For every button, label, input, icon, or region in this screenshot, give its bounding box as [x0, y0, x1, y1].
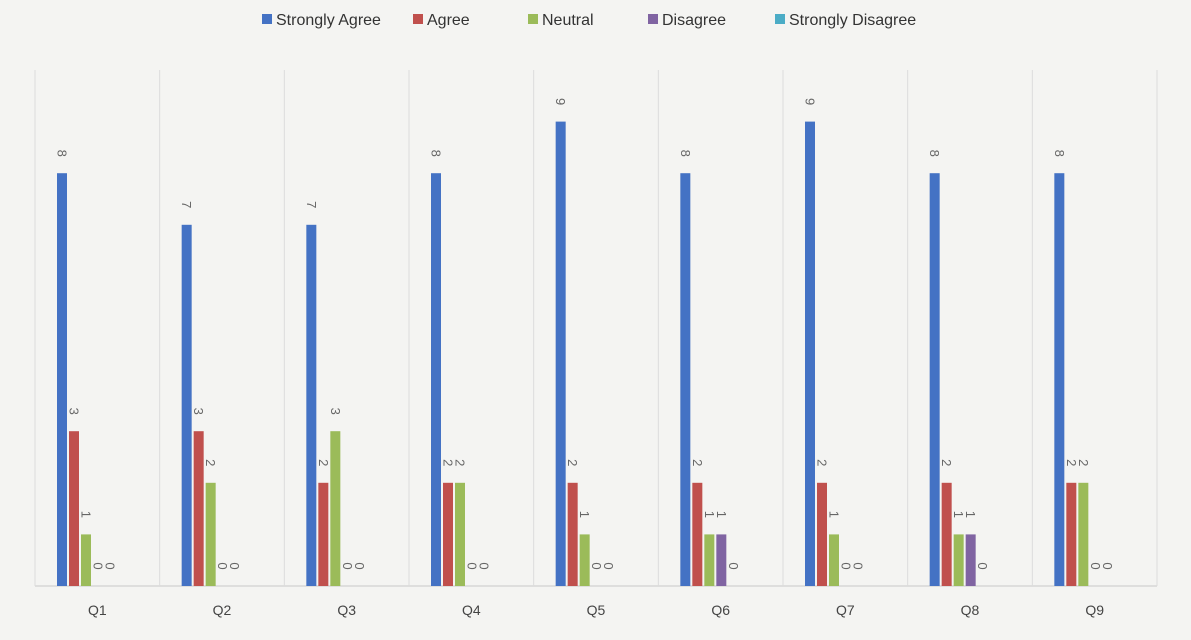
bar: [805, 121, 815, 586]
data-label: 0: [227, 562, 242, 569]
data-label: 1: [702, 511, 717, 518]
bar: [306, 224, 317, 587]
data-label: 9: [803, 98, 818, 105]
data-label: 0: [465, 562, 480, 569]
data-label: 0: [839, 562, 854, 569]
data-label: 0: [477, 562, 492, 569]
bar: [567, 482, 578, 586]
data-label: 3: [67, 408, 82, 415]
legend-swatch: [528, 14, 538, 24]
data-label: 1: [951, 511, 966, 518]
data-label: 1: [714, 511, 729, 518]
bar: [555, 121, 566, 586]
x-tick-label: Q2: [213, 602, 232, 618]
bar: [431, 173, 441, 586]
data-label: 2: [939, 459, 954, 466]
x-tick-label: Q6: [711, 602, 730, 618]
bars: [57, 121, 1089, 587]
data-label: 0: [352, 562, 367, 569]
data-label: 2: [316, 459, 331, 466]
data-label: 0: [601, 562, 616, 569]
bar: [69, 431, 79, 586]
data-label: 0: [1100, 562, 1115, 569]
data-label: 2: [1064, 459, 1079, 466]
data-label: 0: [91, 562, 106, 569]
x-tick-label: Q7: [836, 602, 855, 618]
data-label: 1: [827, 511, 842, 518]
data-label: 2: [203, 459, 218, 466]
data-label: 9: [553, 98, 568, 105]
data-label: 2: [815, 459, 830, 466]
bar: [318, 482, 329, 586]
data-label: 0: [589, 562, 604, 569]
bar: [1054, 173, 1065, 586]
data-label: 7: [179, 201, 194, 208]
data-label: 7: [304, 201, 319, 208]
data-label: 3: [191, 408, 206, 415]
bar: [443, 482, 453, 586]
bar: [716, 534, 727, 586]
legend-swatch: [775, 14, 785, 24]
bar: [929, 173, 940, 586]
bar: [680, 173, 691, 586]
data-label: 0: [975, 562, 990, 569]
data-label: 8: [1052, 150, 1067, 157]
bar: [205, 482, 216, 586]
bar: [941, 482, 952, 586]
legend-label: Strongly Agree: [276, 12, 381, 29]
bar: [1078, 482, 1089, 586]
bar: [81, 534, 91, 586]
legend-label: Strongly Disagree: [789, 12, 916, 29]
data-label: 2: [1076, 459, 1091, 466]
x-tick-label: Q4: [462, 602, 481, 618]
bar: [817, 482, 827, 586]
bar: [579, 534, 590, 586]
data-label: 8: [927, 150, 942, 157]
data-label: 2: [690, 459, 705, 466]
bar: [953, 534, 964, 586]
data-labels: 8310073200723008220092100821109210082110…: [55, 98, 1115, 570]
legend-label: Agree: [427, 12, 470, 29]
data-label: 3: [328, 408, 343, 415]
bar: [193, 431, 204, 586]
data-label: 2: [565, 459, 580, 466]
bar: [965, 534, 976, 586]
data-label: 0: [726, 562, 741, 569]
bar: [704, 534, 715, 586]
bar: [1066, 482, 1077, 586]
data-label: 0: [340, 562, 355, 569]
data-label: 0: [103, 562, 118, 569]
bar: [57, 173, 67, 586]
legend-label: Neutral: [542, 12, 594, 29]
bar: [330, 431, 341, 586]
legend-swatch: [262, 14, 272, 24]
data-label: 1: [963, 511, 978, 518]
legend-swatch: [413, 14, 423, 24]
legend: Strongly Agree Agree Neutral Disagree Strong…: [262, 12, 916, 29]
bar: [829, 534, 839, 586]
bar: [181, 224, 192, 587]
bar: [455, 482, 465, 586]
legend-label: Disagree: [662, 12, 726, 29]
data-label: 2: [453, 459, 468, 466]
x-tick-label: Q5: [587, 602, 606, 618]
x-tick-label: Q3: [337, 602, 356, 618]
x-tick-label: Q1: [88, 602, 107, 618]
data-label: 0: [1088, 562, 1103, 569]
data-label: 0: [851, 562, 866, 569]
data-label: 1: [577, 511, 592, 518]
legend-swatch: [648, 14, 658, 24]
data-label: 1: [79, 511, 94, 518]
x-tick-label: Q9: [1085, 602, 1104, 618]
x-tick-label: Q8: [961, 602, 980, 618]
x-tick-labels: Q1 Q2 Q3 Q4 Q5 Q6 Q7 Q8 Q9: [88, 602, 1104, 618]
data-label: 8: [429, 150, 444, 157]
data-label: 2: [441, 459, 456, 466]
data-label: 0: [215, 562, 230, 569]
data-label: 8: [678, 150, 693, 157]
data-label: 8: [55, 150, 70, 157]
bar: [692, 482, 703, 586]
